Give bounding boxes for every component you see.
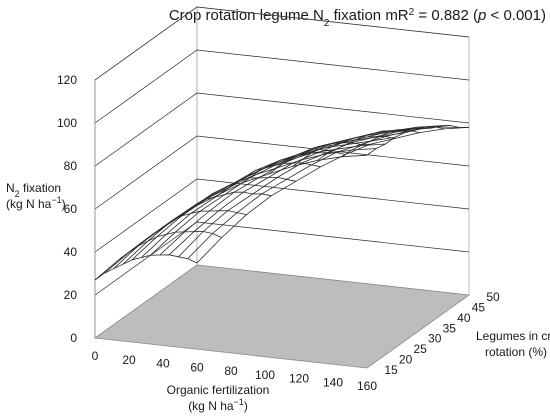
surface-mesh-line [131, 132, 405, 261]
gridline [94, 135, 470, 210]
surface-mesh-line [178, 125, 451, 258]
x-tick-label: 100 [255, 368, 275, 382]
surface-mesh-line [150, 127, 423, 256]
chart-title: Crop rotation legume N2 fixation mR2 = 0… [169, 7, 546, 29]
x-tick-label: 20 [122, 353, 136, 367]
y-tick-label: 30 [428, 332, 442, 346]
surface-mesh-line [267, 142, 371, 175]
surface-mesh-line [366, 125, 470, 156]
surface-mesh-line [144, 210, 247, 241]
surface-mesh-line [292, 136, 395, 167]
z-tick-label: 40 [64, 245, 78, 259]
x-axis-label-line1: Organic fertilization [167, 383, 270, 397]
z-tick-label: 80 [64, 159, 78, 173]
gridline [94, 6, 470, 81]
gridline [94, 49, 470, 124]
surface-mesh-line [317, 130, 420, 161]
x-tick-label: 60 [190, 360, 204, 374]
gridline [94, 221, 470, 296]
z-axis-label-line1: N2 fixation [6, 181, 61, 199]
y-tick-label: 15 [384, 363, 398, 377]
x-axis-label-line2: (kg N ha−1) [188, 397, 248, 413]
surface-mesh-line [196, 126, 470, 264]
z-tick-label: 0 [70, 331, 77, 345]
y-tick-label: 25 [413, 342, 427, 356]
surface-mesh-line [168, 191, 272, 224]
y-tick-label: 35 [443, 321, 457, 335]
gridline [94, 92, 470, 167]
x-tick-label: 160 [357, 379, 377, 393]
z-tick-label: 20 [64, 288, 78, 302]
y-tick-label: 45 [472, 300, 486, 314]
y-tick-label: 50 [486, 290, 500, 304]
x-tick-label: 120 [289, 372, 309, 386]
y-tick-label: 20 [399, 353, 413, 367]
surface-mesh-line [113, 143, 386, 270]
surface-mesh-line [168, 125, 442, 256]
surface-mesh-line [122, 137, 395, 265]
surface-mesh-line [218, 162, 321, 196]
surface-mesh-line [141, 130, 414, 258]
y-axis-label-line1: Legumes in crop [476, 329, 550, 343]
x-tick-label: 140 [323, 375, 343, 389]
x-tick-label: 40 [156, 357, 170, 371]
z-tick-label: 60 [64, 202, 78, 216]
z-tick-label: 100 [57, 116, 77, 130]
x-tick-label: 0 [92, 349, 99, 363]
x-tick-label: 80 [224, 364, 238, 378]
z-tick-label: 120 [57, 73, 77, 87]
floor-plane [93, 264, 471, 369]
surface-mesh-line [193, 176, 296, 208]
surface-mesh-line [119, 231, 222, 260]
y-axis-label-line2: rotation (%) [485, 345, 547, 359]
surface-mesh-line [342, 126, 445, 158]
surface-mesh-line [94, 254, 198, 281]
z-axis-label-line2: (kg N ha−1) [6, 195, 66, 211]
gridline [94, 178, 470, 253]
y-tick-label: 40 [457, 311, 471, 325]
